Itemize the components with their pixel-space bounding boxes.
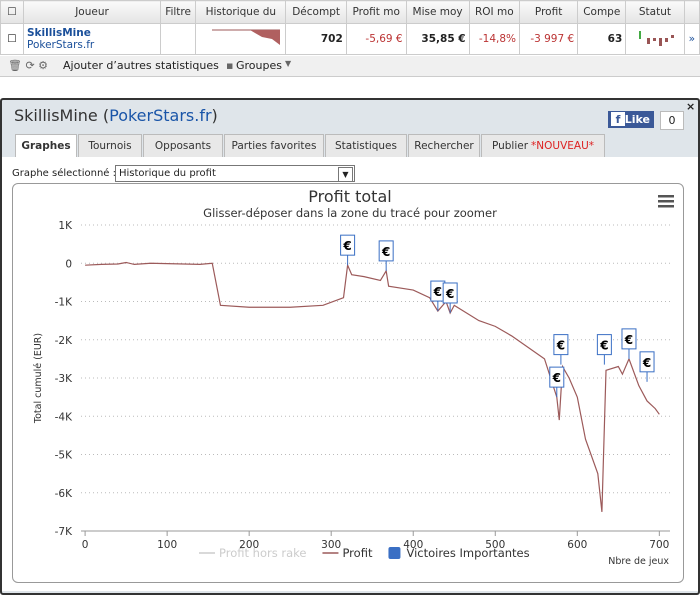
column-header[interactable]: Statut: [625, 0, 685, 24]
close[interactable]: ×: [686, 100, 696, 113]
sparkline: [195, 23, 287, 55]
chart: Profit total Glisser-déposer dans la zon…: [12, 183, 684, 583]
y-tick-label: -2K: [55, 335, 73, 347]
player-table: ☐ Joueur Filtre Historique du Décompt Profit …: [0, 0, 700, 55]
profit: -3 997 €: [519, 23, 579, 55]
flag-label: €: [342, 239, 351, 253]
x-tick-label: 100: [157, 539, 177, 551]
flag-label: €: [599, 339, 608, 353]
y-tick-label: -6K: [55, 488, 73, 500]
x-axis-label: Nbre de jeux: [608, 556, 669, 567]
column-header[interactable]: Joueur: [23, 0, 161, 24]
flag-label: €: [445, 287, 454, 301]
chart-title: Profit total: [308, 187, 391, 206]
add-stats[interactable]: Ajouter d’autres statistiques: [63, 59, 219, 72]
tab[interactable]: Statistiques: [325, 134, 407, 157]
x-tick-label: 0: [82, 539, 89, 551]
tab-panel: [2, 157, 698, 591]
y-tick-label: 1K: [58, 220, 73, 232]
legend-label[interactable]: Profit: [342, 546, 372, 560]
y-tick-label: -7K: [55, 526, 73, 538]
dialog-title: SkillisMine (PokerStars.fr): [14, 106, 218, 125]
tab[interactable]: Tournois: [78, 134, 142, 157]
checkbox[interactable]: ☐: [0, 23, 24, 55]
flag: [621, 328, 637, 350]
x-tick-label: 300: [321, 539, 341, 551]
tab[interactable]: Opposants: [143, 134, 223, 157]
column-header[interactable]: Profit: [519, 0, 579, 24]
column-header: [683, 0, 700, 24]
column-header[interactable]: Compe: [577, 0, 627, 24]
site-name: PokerStars.fr: [27, 39, 95, 51]
like-count: 0: [660, 111, 684, 130]
flag-label: €: [556, 339, 565, 353]
tab[interactable]: Publier *NOUVEAU*: [481, 134, 605, 157]
flag: [596, 334, 612, 356]
column-header[interactable]: Décompt: [285, 0, 347, 24]
tab[interactable]: Graphes: [15, 134, 77, 158]
profit-line: [85, 261, 660, 512]
x-tick-label: 700: [649, 539, 669, 551]
select-label: Graphe sélectionné :: [12, 168, 116, 179]
compe: 63: [577, 23, 627, 55]
flag: [378, 240, 394, 262]
flag-label: €: [552, 371, 561, 385]
player-name[interactable]: SkillisMine: [27, 27, 91, 39]
count: 702: [285, 23, 347, 55]
graph-select[interactable]: Historique du profit ▼: [115, 165, 355, 182]
flag: [340, 234, 356, 256]
checkbox[interactable]: ☐: [0, 0, 24, 24]
flag: [553, 334, 569, 356]
chart-subtitle: Glisser-déposer dans la zone du tracé po…: [203, 206, 497, 220]
column-header[interactable]: ROI mo: [468, 0, 521, 24]
groups[interactable]: Groupes: [236, 59, 282, 72]
y-tick-label: 0: [65, 258, 72, 270]
flag-label: €: [381, 245, 390, 259]
toolbar: 🗑 ⟳ ⚙ Ajouter d’autres statistiques ▪ Gro…: [0, 56, 700, 77]
y-tick-label: -4K: [55, 411, 73, 423]
flag-label: €: [433, 285, 442, 299]
tab[interactable]: Parties favorites: [224, 134, 324, 157]
tab[interactable]: Rechercher: [408, 134, 480, 157]
column-header[interactable]: Historique du: [195, 0, 287, 24]
avg-profit: -5,69 €: [345, 23, 407, 55]
legend-label[interactable]: Victoires Importantes: [406, 546, 529, 560]
x-tick-label: 600: [567, 539, 587, 551]
legend-swatch: [388, 547, 401, 559]
filter-cell: [159, 23, 197, 55]
flag-label: €: [642, 356, 651, 370]
status-bars: [625, 23, 685, 55]
avg-stake: 35,85 €: [405, 23, 470, 55]
y-tick-label: -1K: [55, 297, 73, 309]
roi: -14,8%: [468, 23, 521, 55]
flag: [639, 351, 655, 373]
y-axis-label: Total cumulé (EUR): [33, 333, 44, 424]
x-tick-label: 400: [403, 539, 423, 551]
flag-label: €: [624, 333, 633, 347]
row-link[interactable]: »: [683, 23, 700, 55]
y-tick-label: -5K: [55, 450, 73, 462]
legend-label[interactable]: Profit hors rake: [219, 546, 306, 560]
flag: [549, 366, 565, 388]
new-badge: *NOUVEAU*: [531, 140, 595, 152]
column-header[interactable]: Mise moy: [405, 0, 470, 24]
x-tick-label: 200: [239, 539, 259, 551]
column-header[interactable]: Profit mo: [345, 0, 407, 24]
x-tick-label: 500: [485, 539, 505, 551]
y-tick-label: -3K: [55, 373, 73, 385]
menu-icon[interactable]: [658, 195, 674, 208]
flag: [442, 282, 458, 304]
icons: 🗑 ⟳ ⚙: [8, 59, 49, 72]
column-header[interactable]: Filtre: [159, 0, 197, 24]
